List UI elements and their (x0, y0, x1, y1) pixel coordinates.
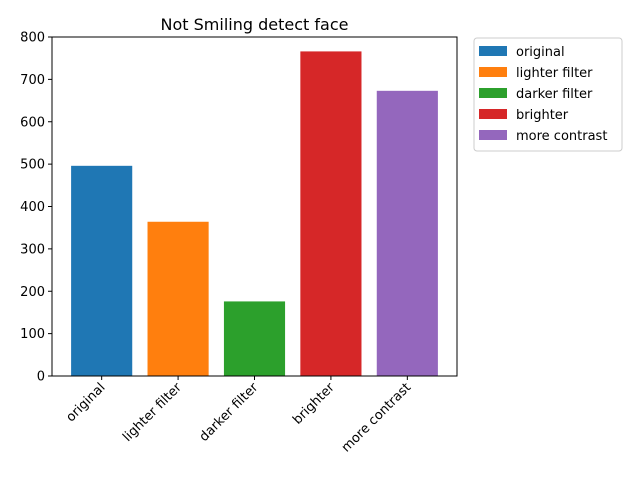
legend-swatch (479, 46, 507, 56)
legend-swatch (479, 109, 507, 119)
legend-label: lighter filter (516, 66, 593, 81)
legend-label: darker filter (516, 87, 593, 102)
bar-brighter (300, 51, 362, 376)
chart-title: Not Smiling detect face (161, 15, 349, 34)
legend-label: more contrast (516, 129, 607, 144)
y-tick-label: 400 (20, 200, 45, 215)
x-axis: original lighter filter darker filter brigh… (64, 376, 414, 455)
y-tick-label: 500 (20, 158, 45, 173)
bars-layer (71, 51, 438, 376)
legend-label: brighter (516, 108, 569, 123)
y-tick-label: 0 (37, 370, 45, 385)
y-tick-label: 100 (20, 327, 45, 342)
legend-swatch (479, 67, 507, 77)
y-tick-label: 200 (20, 285, 45, 300)
legend: original lighter filter darker filter brigh… (473, 37, 623, 152)
x-tick-label: more contrast (339, 380, 414, 455)
bar-darker-filter (223, 301, 286, 376)
y-tick-label: 800 (20, 31, 45, 46)
y-tick-label: 600 (20, 115, 45, 130)
bar-original (71, 165, 133, 376)
bar-lighter-filter (147, 221, 209, 376)
y-tick-label: 700 (20, 73, 45, 88)
bar-more-contrast (376, 90, 438, 376)
plot-frame (51, 36, 458, 377)
legend-swatch (479, 88, 507, 98)
legend-swatch (479, 130, 507, 140)
x-tick-label: lighter filter (120, 380, 185, 445)
y-axis: 0 100 200 300 400 500 600 700 800 (20, 31, 52, 385)
legend-box (473, 37, 623, 152)
legend-label: original (516, 45, 565, 60)
x-tick-label: darker filter (197, 380, 262, 445)
y-tick-label: 300 (20, 242, 45, 257)
x-tick-label: brighter (290, 380, 338, 428)
x-tick-label: original (64, 380, 109, 425)
